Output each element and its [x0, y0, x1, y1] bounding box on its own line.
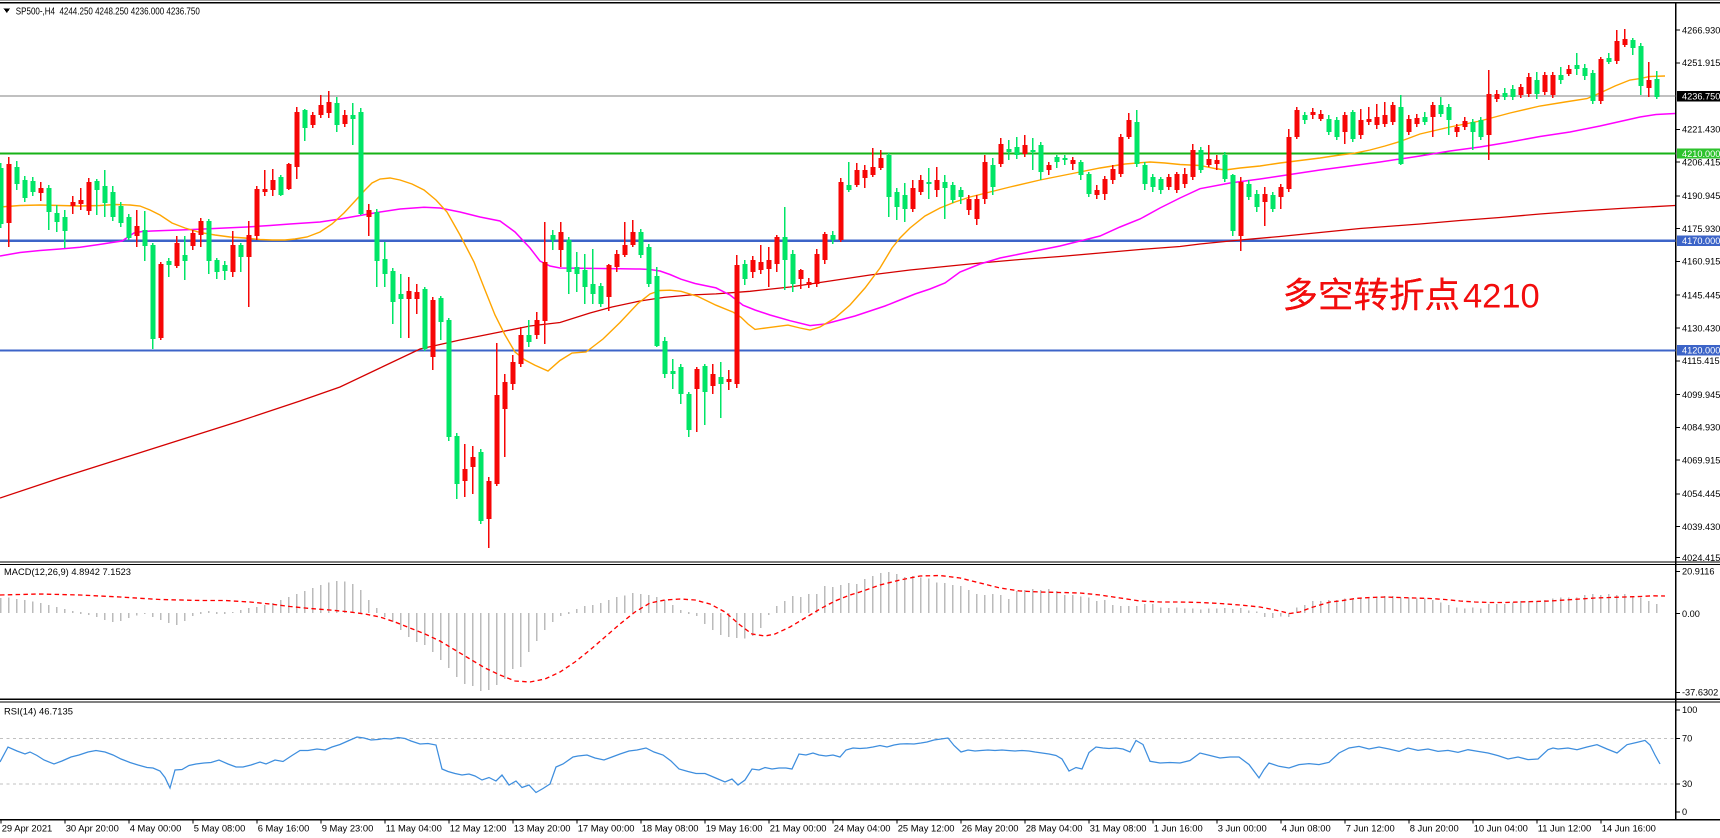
- svg-text:31 May 08:00: 31 May 08:00: [1090, 823, 1147, 834]
- svg-text:4 May 00:00: 4 May 00:00: [130, 823, 182, 834]
- svg-text:21 May 00:00: 21 May 00:00: [770, 823, 827, 834]
- svg-text:7 Jun 12:00: 7 Jun 12:00: [1346, 823, 1395, 834]
- svg-text:0: 0: [1682, 807, 1687, 817]
- svg-text:4221.430: 4221.430: [1682, 125, 1720, 135]
- svg-text:13 May 20:00: 13 May 20:00: [514, 823, 571, 834]
- svg-text:4175.930: 4175.930: [1682, 224, 1720, 234]
- svg-text:17 May 00:00: 17 May 00:00: [578, 823, 635, 834]
- svg-text:4069.915: 4069.915: [1682, 455, 1720, 465]
- svg-text:11 Jun 12:00: 11 Jun 12:00: [1538, 823, 1592, 834]
- svg-text:30 Apr 20:00: 30 Apr 20:00: [66, 823, 119, 834]
- svg-text:10 Jun 04:00: 10 Jun 04:00: [1474, 823, 1528, 834]
- svg-text:20.9116: 20.9116: [1682, 567, 1715, 577]
- svg-text:4024.415: 4024.415: [1682, 553, 1720, 563]
- svg-text:100: 100: [1682, 705, 1697, 715]
- svg-text:18 May 08:00: 18 May 08:00: [642, 823, 699, 834]
- svg-text:4190.945: 4190.945: [1682, 191, 1720, 201]
- svg-text:14 Jun 16:00: 14 Jun 16:00: [1602, 823, 1656, 834]
- svg-text:4054.445: 4054.445: [1682, 489, 1720, 499]
- svg-text:4236.750: 4236.750: [1682, 92, 1720, 102]
- svg-text:1 Jun 16:00: 1 Jun 16:00: [1154, 823, 1203, 834]
- svg-text:4160.915: 4160.915: [1682, 257, 1720, 267]
- svg-text:4099.945: 4099.945: [1682, 390, 1720, 400]
- svg-text:0.00: 0.00: [1682, 609, 1700, 619]
- svg-text:4039.430: 4039.430: [1682, 522, 1720, 532]
- svg-text:26 May 20:00: 26 May 20:00: [962, 823, 1019, 834]
- svg-text:29 Apr 2021: 29 Apr 2021: [2, 823, 53, 834]
- svg-text:4120.000: 4120.000: [1682, 346, 1720, 356]
- svg-text:4115.415: 4115.415: [1682, 356, 1720, 366]
- svg-text:MACD(12,26,9) 4.8942 7.1523: MACD(12,26,9) 4.8942 7.1523: [4, 567, 131, 578]
- svg-text:3 Jun 00:00: 3 Jun 00:00: [1218, 823, 1267, 834]
- svg-text:4266.930: 4266.930: [1682, 25, 1720, 35]
- svg-text:4206.415: 4206.415: [1682, 157, 1720, 167]
- svg-text:24 May 04:00: 24 May 04:00: [834, 823, 891, 834]
- svg-text:4210: 4210: [1463, 278, 1540, 316]
- svg-text:19 May 16:00: 19 May 16:00: [706, 823, 763, 834]
- svg-text:4084.930: 4084.930: [1682, 423, 1720, 433]
- svg-text:70: 70: [1682, 734, 1692, 744]
- svg-text:25 May 12:00: 25 May 12:00: [898, 823, 955, 834]
- svg-text:4251.915: 4251.915: [1682, 58, 1720, 68]
- svg-text:-37.6302: -37.6302: [1682, 688, 1718, 698]
- svg-text:11 May 04:00: 11 May 04:00: [386, 823, 442, 834]
- svg-text:28 May 04:00: 28 May 04:00: [1026, 823, 1083, 834]
- svg-text:4170.000: 4170.000: [1682, 236, 1720, 246]
- svg-text:30: 30: [1682, 779, 1692, 789]
- svg-text:4130.430: 4130.430: [1682, 323, 1720, 333]
- svg-text:4145.445: 4145.445: [1682, 291, 1720, 301]
- svg-text:RSI(14) 46.7135: RSI(14) 46.7135: [4, 706, 73, 717]
- svg-text:SP500-,H4 4244.250 4248.250 4: SP500-,H4 4244.250 4248.250 4236.000 423…: [16, 7, 200, 18]
- svg-text:8 Jun 20:00: 8 Jun 20:00: [1410, 823, 1459, 834]
- svg-text:4 Jun 08:00: 4 Jun 08:00: [1282, 823, 1331, 834]
- svg-text:9 May 23:00: 9 May 23:00: [322, 823, 374, 834]
- svg-text:5 May 08:00: 5 May 08:00: [194, 823, 246, 834]
- svg-text:4210.000: 4210.000: [1682, 149, 1720, 159]
- svg-text:6 May 16:00: 6 May 16:00: [258, 823, 310, 834]
- svg-text:12 May 12:00: 12 May 12:00: [450, 823, 507, 834]
